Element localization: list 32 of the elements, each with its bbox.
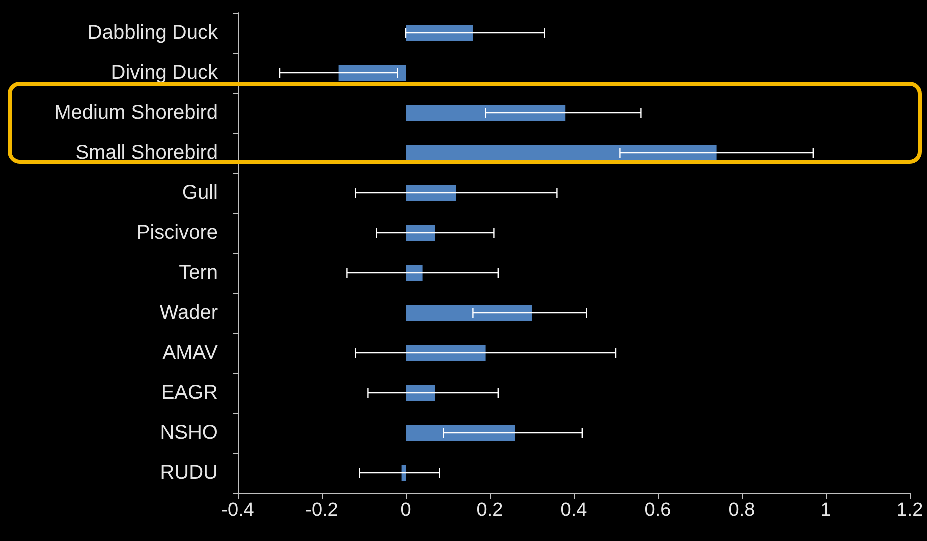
- bar: [406, 265, 423, 281]
- bar: [338, 65, 406, 81]
- x-tick-label: -0.2: [306, 500, 338, 521]
- x-tick-label: 0.6: [644, 500, 672, 521]
- y-tick-label: Diving Duck: [111, 62, 219, 84]
- bar: [406, 305, 532, 321]
- y-tick-label: Dabbling Duck: [88, 22, 219, 44]
- y-tick-label: NSHO: [160, 422, 218, 444]
- bar: [406, 345, 486, 361]
- y-tick-label: AMAV: [162, 342, 219, 364]
- x-tick-label: 0.2: [476, 500, 504, 521]
- y-tick-label: Gull: [182, 182, 218, 204]
- bar: [406, 185, 456, 201]
- x-tick-label: 0.4: [560, 500, 588, 521]
- y-tick-label: Small Shorebird: [76, 142, 218, 164]
- bar: [406, 225, 436, 241]
- y-tick-label: Wader: [160, 302, 218, 324]
- bar: [406, 425, 516, 441]
- x-tick-label: -0.4: [222, 500, 255, 521]
- x-tick-label: 0.8: [728, 500, 756, 521]
- bar: [406, 385, 436, 401]
- y-tick-label: EAGR: [161, 382, 218, 404]
- y-tick-label: Piscivore: [136, 222, 218, 244]
- bar: [406, 25, 474, 41]
- x-tick-label: 0: [400, 500, 412, 521]
- y-tick-label: RUDU: [160, 462, 218, 484]
- y-tick-label: Medium Shorebird: [54, 102, 218, 124]
- x-tick-label: 1.2: [896, 500, 924, 521]
- y-tick-label: Tern: [179, 262, 218, 284]
- bar: [406, 145, 717, 161]
- bar: [406, 105, 566, 121]
- x-tick-label: 1: [820, 500, 832, 521]
